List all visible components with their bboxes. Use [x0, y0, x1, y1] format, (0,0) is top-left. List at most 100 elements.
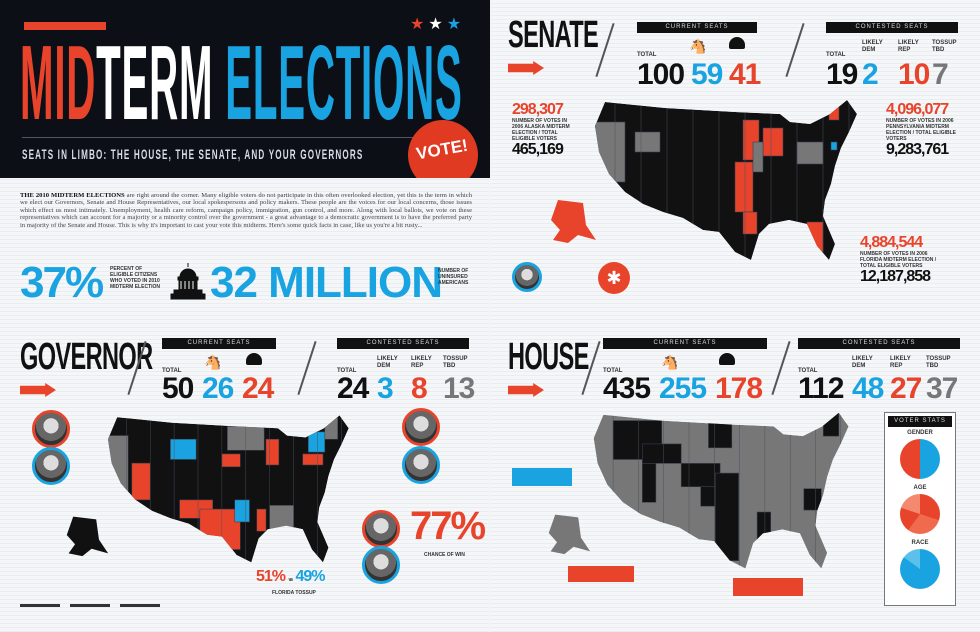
house-current-seats: CURRENT SEATS TOTAL 🐴 435 255 178	[603, 338, 767, 404]
section-title: HOUSE	[508, 336, 589, 378]
state-region	[822, 412, 840, 437]
current-total: 435	[603, 372, 651, 405]
total-label: TOTAL	[603, 368, 623, 374]
state-region	[734, 161, 754, 213]
senate-contested-seats: CONTESTED SEATS TOTAL LIKELY DEM LIKELY …	[826, 22, 958, 90]
house-map	[593, 412, 849, 569]
info-tag	[733, 578, 803, 596]
elephant-icon	[729, 37, 745, 49]
gender-label: GENDER	[907, 430, 933, 436]
map-legend	[20, 604, 160, 607]
state-region	[806, 221, 824, 253]
state-region	[221, 453, 241, 468]
florida-label: FLORIDA TOSSUP	[272, 590, 316, 596]
state-region	[131, 462, 151, 501]
fact-uninsured: 32 MILLION	[210, 258, 443, 307]
state-region	[634, 131, 661, 153]
info-tag	[512, 468, 572, 486]
votes-value: 298,307	[512, 101, 564, 118]
contested-tossup: 37	[926, 372, 958, 405]
state-region	[762, 127, 784, 157]
likely-rep-label: LIKELY REP	[890, 356, 911, 369]
capitol-icon	[170, 263, 206, 300]
total-label: TOTAL	[826, 52, 846, 58]
current-dem: 26	[202, 372, 234, 405]
likely-rep-label: LIKELY REP	[411, 356, 432, 369]
eligible-value: 12,187,858	[860, 268, 931, 285]
governor-map	[107, 415, 349, 563]
state-region	[595, 121, 626, 183]
contested-tossup: 7	[932, 58, 949, 91]
state-region	[269, 505, 294, 548]
chance-percent: 77%	[410, 504, 486, 548]
state-region	[642, 443, 682, 464]
page-title: MIDTERM ELECTIONS	[20, 24, 463, 142]
race-pie	[900, 549, 940, 589]
current-dem: 59	[691, 58, 723, 91]
donkey-icon: 🐴	[689, 38, 707, 54]
senate-section-header: SENATE	[508, 14, 653, 75]
likely-dem-label: LIKELY DEM	[862, 40, 883, 53]
state-region	[796, 141, 824, 165]
seal-icon: ✱	[598, 262, 630, 294]
votes-value: 4,884,544	[860, 234, 923, 251]
voter-stats-title: VOTER STATS	[888, 416, 952, 427]
arrow-icon	[508, 383, 544, 397]
tossup-label: TOSSUP TBD	[443, 356, 468, 369]
alaska-map	[548, 514, 591, 555]
state-region	[708, 418, 733, 449]
alaska-map	[66, 516, 109, 557]
likely-dem-label: LIKELY DEM	[852, 356, 873, 369]
current-rep: 178	[715, 372, 763, 405]
candidate-portrait	[32, 447, 70, 485]
state-region	[830, 141, 838, 151]
age-label: AGE	[913, 485, 927, 491]
callout-desc: NUMBER OF VOTES IN 2006 ALASKA MIDTERM E…	[512, 118, 570, 142]
fact-percent-label: PERCENT OF ELIGIBLE CITIZENS WHO VOTED I…	[110, 266, 160, 290]
state-region	[828, 105, 840, 121]
donkey-icon: 🐴	[204, 354, 222, 370]
header-banner: ★★★ MIDTERM ELECTIONS SEATS IN LIMBO: TH…	[0, 0, 490, 178]
state-region	[756, 511, 772, 542]
stars-icon: ★★★	[410, 16, 466, 33]
donkey-icon: 🐴	[661, 354, 679, 370]
contested-seats-label: CONTESTED SEATS	[337, 338, 469, 349]
contested-rep: 10	[898, 58, 930, 91]
arrow-icon	[20, 383, 56, 397]
elephant-icon	[719, 353, 735, 365]
total-label: TOTAL	[337, 368, 357, 374]
current-rep: 41	[729, 58, 761, 91]
contested-rep: 8	[411, 372, 428, 405]
state-region	[265, 438, 280, 466]
senate-callout-alaska: 298,307 NUMBER OF VOTES IN 2006 ALASKA M…	[512, 102, 574, 158]
fact-uninsured-label: NUMBER OF UNINSURED AMERICANS	[438, 268, 469, 286]
info-tag	[568, 566, 634, 582]
contested-rep: 27	[890, 372, 922, 405]
fact-percent: 37%	[20, 258, 104, 307]
header-tag	[24, 22, 106, 30]
subtitle: SEATS IN LIMBO: THE HOUSE, THE SENATE, A…	[22, 146, 364, 162]
callout-desc: NUMBER OF VOTES IN 2006 FLORIDA MIDTERM …	[860, 251, 937, 269]
total-label: TOTAL	[798, 368, 818, 374]
current-dem: 255	[659, 372, 707, 405]
arrow-icon	[508, 61, 544, 75]
divider	[22, 137, 462, 138]
contested-seats-label: CONTESTED SEATS	[826, 22, 958, 33]
contested-total: 19	[826, 58, 858, 91]
house-contested-seats: CONTESTED SEATS TOTAL LIKELY DEM LIKELY …	[798, 338, 960, 404]
section-title: GOVERNOR	[20, 336, 153, 378]
state-region	[302, 453, 324, 466]
race-label: RACE	[911, 540, 929, 546]
candidate-portrait	[512, 262, 542, 292]
florida-tossup: 51% vs 49%	[256, 568, 326, 585]
contested-total: 112	[798, 372, 844, 405]
state-region	[234, 499, 250, 523]
current-seats-label: CURRENT SEATS	[637, 22, 757, 33]
total-label: TOTAL	[162, 368, 182, 374]
likely-rep-label: LIKELY REP	[898, 40, 919, 53]
candidate-portrait	[362, 510, 400, 548]
current-total: 50	[162, 372, 194, 405]
total-label: TOTAL	[637, 52, 657, 58]
candidate-portrait	[32, 410, 70, 448]
contested-seats-label: CONTESTED SEATS	[798, 338, 960, 349]
